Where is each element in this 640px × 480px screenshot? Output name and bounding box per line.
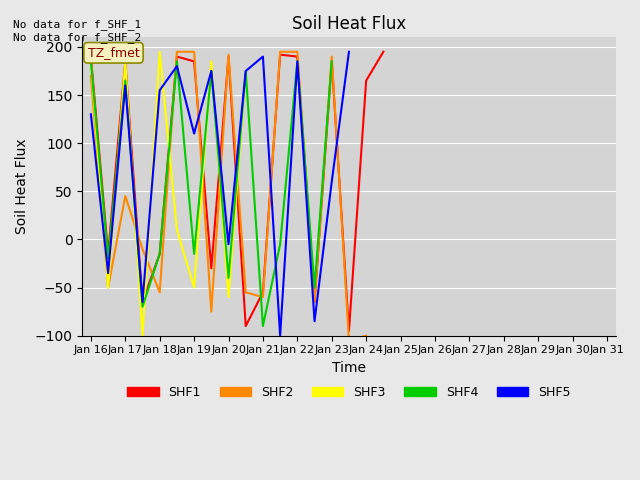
SHF4 xyxy=(225,275,232,281)
SHF1 xyxy=(190,59,198,64)
SHF1 xyxy=(242,323,250,329)
Line: SHF3: SHF3 xyxy=(91,52,246,336)
SHF2 xyxy=(328,54,335,60)
SHF4 xyxy=(242,68,250,74)
SHF4 xyxy=(139,304,147,310)
SHF4 xyxy=(190,251,198,257)
Title: Soil Heat Flux: Soil Heat Flux xyxy=(292,15,406,33)
SHF5 xyxy=(139,299,147,305)
SHF3 xyxy=(122,59,129,64)
SHF3 xyxy=(207,59,215,64)
SHF4 xyxy=(294,59,301,64)
SHF4 xyxy=(156,251,164,257)
SHF5 xyxy=(276,333,284,338)
SHF4 xyxy=(173,59,180,64)
SHF3 xyxy=(225,294,232,300)
SHF2 xyxy=(87,73,95,79)
SHF4 xyxy=(259,323,267,329)
SHF1 xyxy=(87,54,95,60)
SHF2 xyxy=(294,49,301,55)
SHF2 xyxy=(310,299,318,305)
SHF1 xyxy=(173,54,180,60)
SHF3 xyxy=(242,68,250,74)
SHF2 xyxy=(190,49,198,55)
SHF4 xyxy=(104,256,112,262)
SHF5 xyxy=(259,54,267,60)
SHF1 xyxy=(345,328,353,334)
SHF1 xyxy=(104,251,112,257)
X-axis label: Time: Time xyxy=(332,361,366,375)
SHF5 xyxy=(207,68,215,74)
SHF2 xyxy=(242,289,250,295)
Text: TZ_fmet: TZ_fmet xyxy=(88,46,140,60)
Line: SHF5: SHF5 xyxy=(91,52,349,336)
Text: No data for f_SHF_1
No data for f_SHF_2: No data for f_SHF_1 No data for f_SHF_2 xyxy=(13,19,141,43)
SHF5 xyxy=(173,63,180,69)
SHF3 xyxy=(139,333,147,338)
SHF1 xyxy=(207,265,215,271)
SHF5 xyxy=(345,49,353,55)
SHF2 xyxy=(276,49,284,55)
SHF4 xyxy=(207,68,215,74)
SHF1 xyxy=(380,49,387,55)
SHF5 xyxy=(156,87,164,93)
SHF2 xyxy=(345,337,353,343)
SHF3 xyxy=(156,49,164,55)
SHF1 xyxy=(122,59,129,64)
SHF2 xyxy=(362,333,370,338)
SHF5 xyxy=(104,270,112,276)
SHF1 xyxy=(259,289,267,295)
SHF5 xyxy=(294,59,301,64)
SHF2 xyxy=(104,285,112,290)
Y-axis label: Soil Heat Flux: Soil Heat Flux xyxy=(15,139,29,234)
Line: SHF1: SHF1 xyxy=(91,52,383,331)
SHF4 xyxy=(122,78,129,84)
SHF1 xyxy=(225,54,232,60)
SHF2 xyxy=(156,289,164,295)
SHF3 xyxy=(190,285,198,290)
SHF2 xyxy=(225,52,232,58)
SHF1 xyxy=(294,54,301,60)
SHF1 xyxy=(276,52,284,58)
SHF2 xyxy=(259,294,267,300)
SHF2 xyxy=(207,309,215,314)
SHF3 xyxy=(87,59,95,64)
SHF5 xyxy=(122,83,129,88)
SHF2 xyxy=(122,193,129,199)
SHF5 xyxy=(328,179,335,185)
SHF4 xyxy=(328,59,335,64)
SHF4 xyxy=(87,59,95,64)
SHF5 xyxy=(310,318,318,324)
SHF1 xyxy=(310,299,318,305)
SHF1 xyxy=(156,251,164,257)
SHF2 xyxy=(173,49,180,55)
Legend: SHF1, SHF2, SHF3, SHF4, SHF5: SHF1, SHF2, SHF3, SHF4, SHF5 xyxy=(122,381,575,404)
SHF2 xyxy=(139,246,147,252)
Line: SHF2: SHF2 xyxy=(91,52,366,340)
SHF5 xyxy=(87,111,95,117)
SHF3 xyxy=(104,285,112,290)
SHF5 xyxy=(242,68,250,74)
SHF4 xyxy=(310,285,318,290)
SHF4 xyxy=(276,241,284,247)
SHF5 xyxy=(190,131,198,136)
SHF1 xyxy=(362,78,370,84)
SHF5 xyxy=(225,241,232,247)
SHF1 xyxy=(328,59,335,64)
SHF1 xyxy=(139,299,147,305)
Line: SHF4: SHF4 xyxy=(91,61,332,326)
SHF3 xyxy=(173,227,180,233)
